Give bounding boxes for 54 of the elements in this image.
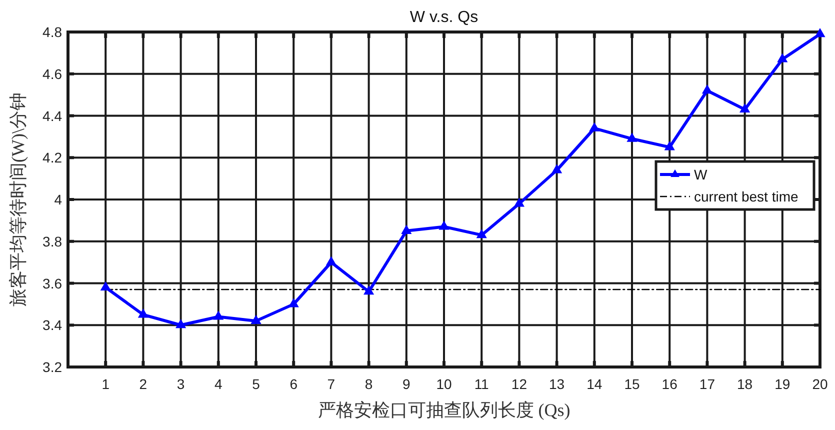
x-tick-label: 11 (474, 376, 490, 392)
y-tick-label: 4.6 (42, 66, 62, 82)
point (664, 142, 675, 150)
point (815, 28, 825, 38)
point (326, 256, 336, 266)
point (251, 315, 261, 324)
y-tick-label: 4 (54, 192, 62, 208)
point (100, 282, 111, 290)
x-tick-label: 19 (774, 376, 790, 392)
x-tick-label: 3 (176, 376, 185, 392)
x-tick-label: 8 (364, 376, 373, 392)
chart-title: W v.s. Qs (410, 9, 478, 26)
point (514, 198, 524, 207)
x-tick-label: 13 (549, 376, 565, 392)
x-tick-label: 2 (139, 376, 148, 392)
x-tick-label: 1 (102, 376, 110, 392)
point (702, 85, 712, 94)
x-axis-title: 严格安检口可抽查队列长度 (Qs) (318, 400, 570, 420)
y-tick-label: 4.4 (42, 108, 62, 124)
x-tick-label: 20 (812, 376, 828, 392)
x-tick-label: 12 (511, 376, 528, 392)
y-tick-label: 3.6 (42, 275, 62, 292)
y-tick-label: 3.2 (42, 359, 62, 375)
y-tick-label: 4.8 (42, 24, 62, 40)
point (740, 104, 750, 113)
point (213, 311, 224, 320)
point (364, 286, 374, 295)
y-axis-title: 旅客平均等待时间(W)\分钟 (8, 92, 28, 306)
legend-label: W (694, 166, 708, 182)
point (589, 122, 600, 132)
point (401, 225, 412, 234)
point (439, 221, 449, 230)
x-tick-label: 7 (327, 376, 336, 392)
x-tick-label: 18 (737, 376, 753, 392)
x-tick-label: 6 (290, 376, 298, 392)
legend-label: current best time (694, 188, 798, 204)
x-tick-label: 4 (214, 376, 222, 392)
x-tick-label: 5 (252, 376, 260, 392)
x-tick-label: 17 (699, 376, 716, 392)
point (476, 229, 487, 238)
x-tick-label: 10 (436, 376, 452, 392)
point (777, 54, 788, 62)
point (627, 133, 637, 142)
y-tick-label: 4.2 (42, 150, 62, 166)
x-tick-label: 16 (662, 376, 678, 392)
point (288, 298, 299, 308)
y-tick-label: 3.4 (42, 317, 62, 334)
x-tick-label: 15 (624, 376, 640, 392)
point (138, 309, 148, 318)
x-tick-label: 9 (402, 376, 410, 392)
point (176, 320, 186, 328)
x-tick-label: 14 (586, 376, 602, 392)
point (552, 164, 562, 174)
y-tick-label: 3.8 (42, 233, 62, 250)
